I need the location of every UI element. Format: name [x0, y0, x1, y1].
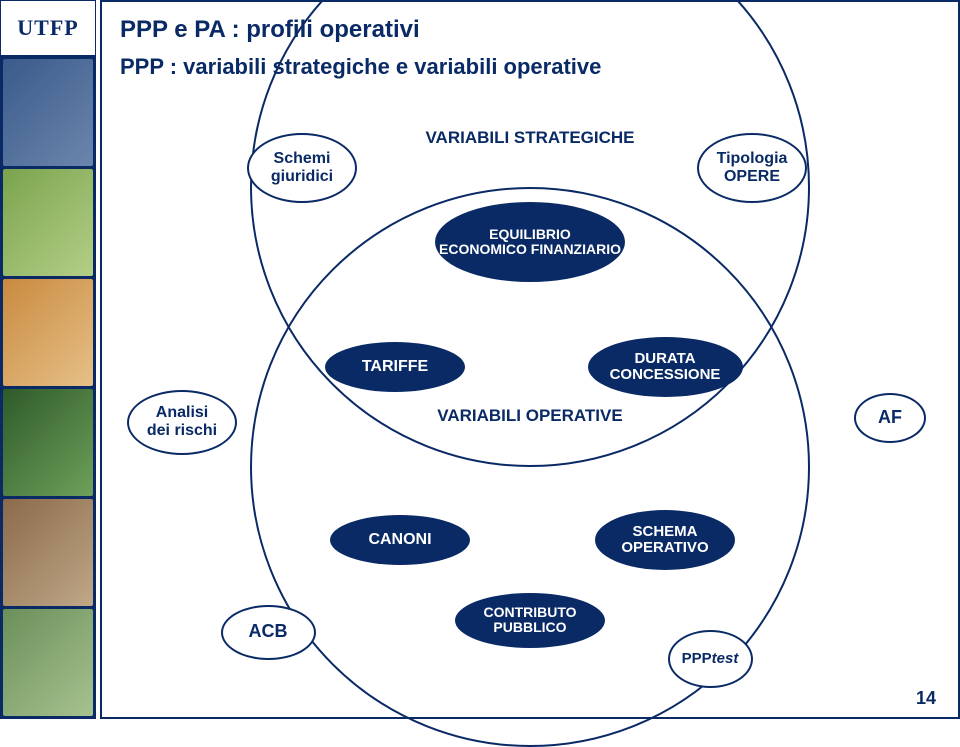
node-tariffe: TARIFFE [325, 342, 465, 392]
operative-label: VARIABILI OPERATIVE [380, 406, 680, 426]
node-acb: ACB [221, 605, 316, 660]
node-canoni: CANONI [330, 515, 470, 565]
left-strip: UTFP [0, 0, 96, 719]
node-contributo-pubblico: CONTRIBUTOPUBBLICO [455, 593, 605, 648]
thumbnail [3, 499, 93, 606]
strategic-label: VARIABILI STRATEGICHE [380, 128, 680, 148]
node-af: AF [854, 393, 926, 443]
node-tipologia-opere: TipologiaOPERE [697, 133, 807, 203]
thumbnail [3, 389, 93, 496]
thumbnail [3, 279, 93, 386]
node-analisi-rischi: Analisidei rischi [127, 390, 237, 455]
page-number: 14 [916, 688, 936, 709]
thumbnail [3, 609, 93, 716]
thumbnail-column [0, 56, 96, 719]
node-ppp-test: PPPtest [668, 630, 753, 688]
diagram-canvas: VARIABILI STRATEGICHE VARIABILI OPERATIV… [120, 92, 940, 697]
node-schemi-giuridici: Schemigiuridici [247, 133, 357, 203]
node-durata-concessione: DURATACONCESSIONE [588, 337, 743, 397]
node-equilibrio: EQUILIBRIOECONOMICO FINANZIARIO [435, 202, 625, 282]
thumbnail [3, 169, 93, 276]
main-panel: PPP e PA : profili operativi PPP : varia… [100, 0, 960, 719]
thumbnail [3, 59, 93, 166]
logo: UTFP [0, 0, 96, 56]
node-schema-operativo: SCHEMAOPERATIVO [595, 510, 735, 570]
